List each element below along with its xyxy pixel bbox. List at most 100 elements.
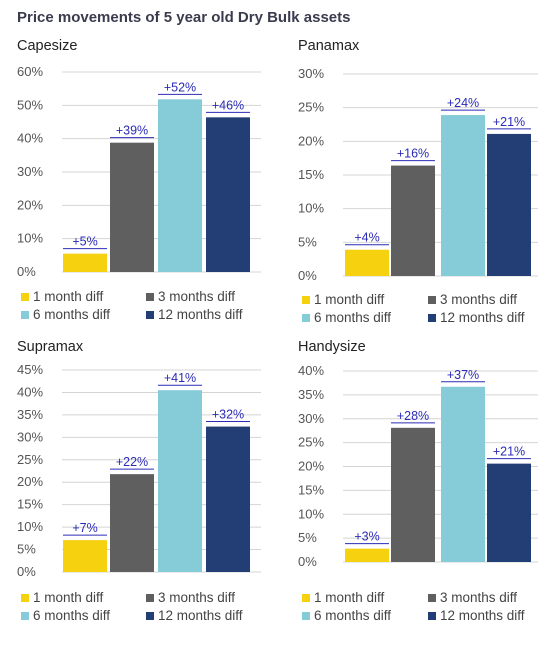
legend-label: 1 month diff	[33, 590, 104, 605]
legend-swatch-yellow	[21, 593, 29, 602]
legend-item-1-month: 1 month diff	[21, 590, 103, 605]
chart-title: Supramax	[17, 339, 84, 355]
y-tick-label: 15%	[298, 482, 324, 497]
data-label: +32%	[212, 408, 244, 422]
data-label: +46%	[212, 98, 244, 112]
legend-swatch-lightblue	[21, 611, 29, 620]
bar-chart-supramax: 0% 5% 10% 15% 20% 25% 30% 35% 40% 45% +7% +22% +41% +…	[17, 362, 261, 579]
y-tick-label: 20%	[298, 133, 324, 148]
legend-label: 3 months diff	[440, 590, 518, 605]
y-tick-label: 10%	[298, 506, 324, 521]
y-tick-label: 20%	[17, 474, 43, 489]
y-tick-label: 10%	[17, 519, 43, 534]
legend-item-12-months: 12 months diff	[146, 608, 243, 623]
y-tick-label: 50%	[17, 97, 43, 112]
legend-swatch-lightblue	[302, 313, 310, 322]
legend-swatch-navy	[428, 611, 436, 620]
y-tick-label: 0%	[17, 564, 36, 579]
legend-item-6-months: 6 months diff	[302, 310, 391, 325]
legend-item-6-months: 6 months diff	[21, 307, 110, 322]
legend-swatch-navy	[146, 310, 154, 319]
legend-item-3-months: 3 months diff	[146, 289, 235, 304]
y-tick-label: 30%	[17, 429, 43, 444]
legend-item-12-months: 12 months diff	[146, 307, 243, 322]
bar	[441, 115, 485, 276]
legend-item-1-month: 1 month diff	[21, 289, 103, 304]
data-label: +5%	[72, 235, 97, 249]
legend-swatch-lightblue	[21, 310, 29, 319]
legend-swatch-gray	[146, 593, 154, 602]
y-tick-label: 0%	[298, 268, 317, 283]
data-label: +16%	[397, 147, 429, 161]
legend-swatch-navy	[428, 313, 436, 322]
data-label: +52%	[164, 80, 196, 94]
data-label: +21%	[493, 445, 525, 459]
legend-label: 3 months diff	[158, 590, 236, 605]
legend-item-6-months: 6 months diff	[302, 608, 391, 623]
bar	[110, 474, 154, 572]
y-tick-label: 0%	[298, 554, 317, 569]
y-tick-label: 5%	[298, 530, 317, 545]
legend-label: 12 months diff	[158, 307, 243, 322]
legend-item-12-months: 12 months diff	[428, 310, 525, 325]
y-tick-label: 20%	[298, 459, 324, 474]
y-tick-label: 0%	[17, 264, 36, 279]
legend-item-6-months: 6 months diff	[21, 608, 110, 623]
data-label: +21%	[493, 115, 525, 129]
bar	[158, 390, 202, 572]
bar	[63, 253, 107, 272]
data-label: +39%	[116, 124, 148, 138]
bar	[110, 142, 154, 272]
y-tick-label: 35%	[298, 387, 324, 402]
bar	[158, 99, 202, 272]
legend-label: 6 months diff	[33, 608, 111, 623]
legend: 1 month diff 3 months diff 6 months diff…	[21, 590, 271, 630]
y-tick-label: 25%	[298, 100, 324, 115]
bar-chart-panamax: 0% 5% 10% 15% 20% 25% 30% +4% +16% +24% +21%	[298, 66, 538, 283]
chart-title: Capesize	[17, 38, 78, 54]
data-label: +41%	[164, 371, 196, 385]
legend-label: 1 month diff	[314, 590, 385, 605]
legend-swatch-gray	[146, 292, 154, 301]
legend-label: 12 months diff	[440, 608, 525, 623]
y-tick-label: 30%	[17, 164, 43, 179]
data-label: +28%	[397, 409, 429, 423]
y-tick-label: 40%	[17, 131, 43, 146]
bar-chart-capesize: 0% 10% 20% 30% 40% 50% 60% +5% +39% +52% +46%	[17, 64, 261, 279]
y-tick-label: 15%	[298, 167, 324, 182]
y-tick-label: 45%	[17, 362, 43, 377]
legend-item-12-months: 12 months diff	[428, 608, 525, 623]
y-tick-label: 40%	[298, 363, 324, 378]
bar	[206, 426, 250, 572]
chart-panel-supramax: Supramax 0% 5% 10% 15% 20% 25% 30% 35% 40% 45% +7%…	[17, 339, 272, 649]
y-tick-label: 10%	[298, 201, 324, 216]
chart-panel-panamax: Panamax 0% 5% 10% 15% 20% 25% 30% +4% +16% +24% +2…	[298, 38, 546, 333]
legend-swatch-navy	[146, 611, 154, 620]
legend-label: 12 months diff	[440, 310, 525, 325]
bar	[345, 249, 389, 276]
data-label: +24%	[447, 96, 479, 110]
legend-item-1-month: 1 month diff	[302, 590, 384, 605]
legend-swatch-yellow	[302, 295, 310, 304]
bar	[487, 133, 531, 276]
y-tick-label: 10%	[17, 231, 43, 246]
legend: 1 month diff 3 months diff 6 months diff…	[21, 289, 271, 329]
y-tick-label: 40%	[17, 384, 43, 399]
legend-item-3-months: 3 months diff	[146, 590, 235, 605]
bar-chart-handysize: 0% 5% 10% 15% 20% 25% 30% 35% 40% +3% +28% +37% +21%	[298, 363, 538, 569]
legend-item-3-months: 3 months diff	[428, 292, 517, 307]
legend-swatch-yellow	[302, 593, 310, 602]
legend-label: 3 months diff	[440, 292, 518, 307]
y-tick-label: 15%	[17, 497, 43, 512]
y-tick-label: 30%	[298, 66, 324, 81]
chart-title: Panamax	[298, 38, 360, 54]
legend-swatch-lightblue	[302, 611, 310, 620]
legend-label: 6 months diff	[314, 310, 392, 325]
bar	[206, 117, 250, 272]
y-tick-label: 60%	[17, 64, 43, 79]
y-tick-label: 35%	[17, 407, 43, 422]
y-tick-label: 25%	[298, 435, 324, 450]
chart-title: Handysize	[298, 339, 366, 355]
legend-swatch-gray	[428, 593, 436, 602]
y-tick-label: 20%	[17, 197, 43, 212]
